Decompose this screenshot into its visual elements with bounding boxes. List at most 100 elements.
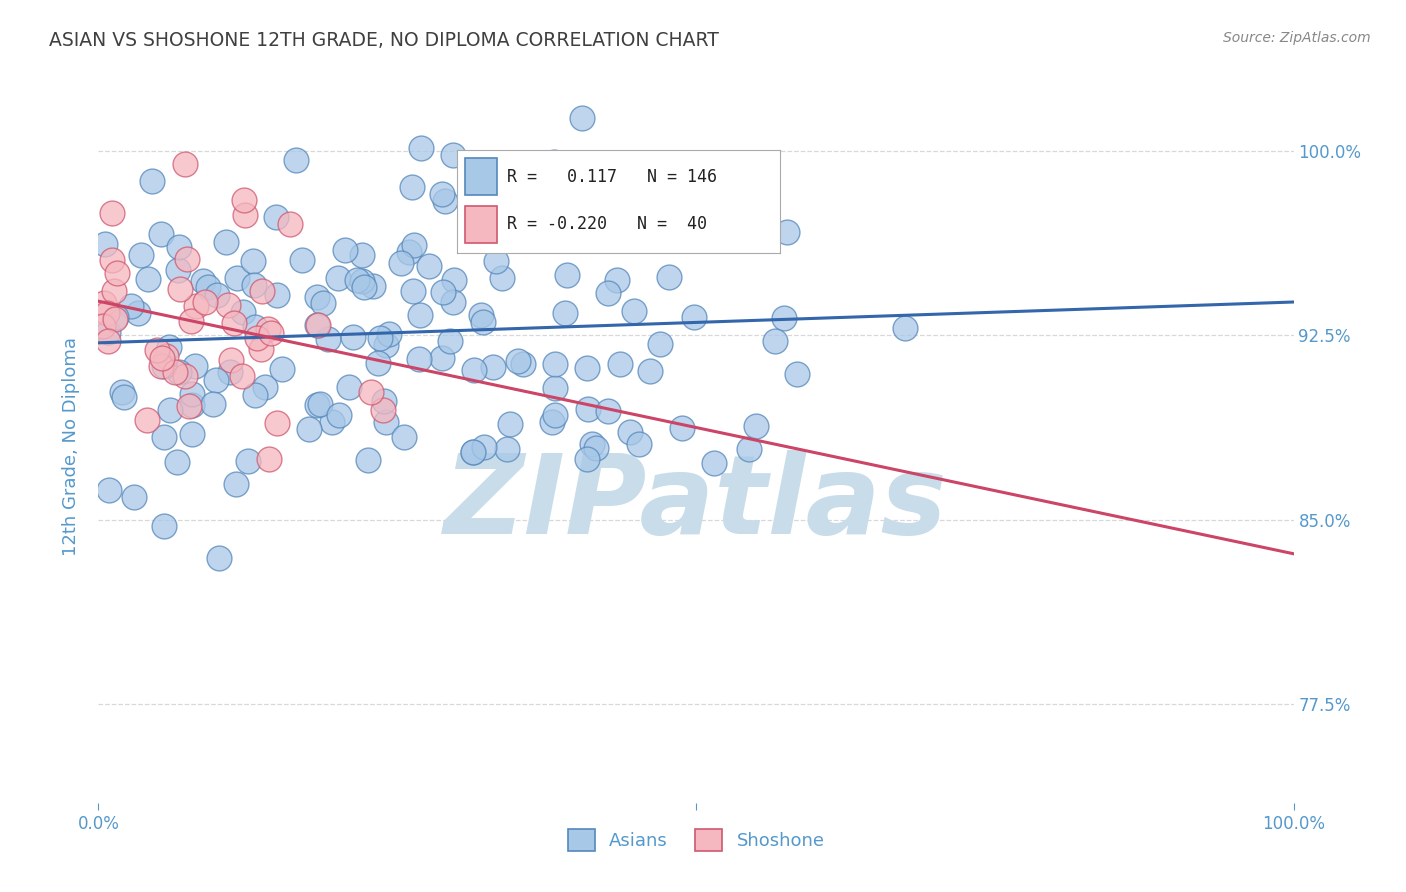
Point <box>98 483 121 497</box>
Point <box>181 427 204 442</box>
Point <box>512 179 534 194</box>
Point <box>499 417 522 432</box>
Point <box>104 311 127 326</box>
Point <box>623 304 645 318</box>
Point <box>439 334 461 348</box>
Text: Source: ZipAtlas.com: Source: ZipAtlas.com <box>1223 31 1371 45</box>
Point <box>205 288 228 302</box>
Point <box>150 351 173 366</box>
Point <box>558 181 581 195</box>
Point <box>307 318 329 332</box>
Point <box>243 277 266 292</box>
Point <box>342 330 364 344</box>
Point <box>432 351 454 366</box>
Point <box>307 398 329 412</box>
Point <box>191 275 214 289</box>
Point <box>150 359 173 374</box>
Point <box>219 365 242 379</box>
Point <box>441 147 464 161</box>
Point <box>326 271 349 285</box>
Point <box>298 422 321 436</box>
Point <box>197 280 219 294</box>
Point <box>894 321 917 335</box>
Point <box>409 141 432 155</box>
Point <box>219 352 242 367</box>
Point <box>373 393 395 408</box>
Point <box>246 330 269 344</box>
Point <box>242 254 264 268</box>
Point <box>544 408 567 422</box>
Point <box>512 357 534 371</box>
Point <box>541 415 564 429</box>
Point <box>352 274 374 288</box>
Point <box>226 271 249 285</box>
Point <box>596 286 619 301</box>
Point <box>103 285 125 299</box>
Point <box>337 380 360 394</box>
Point <box>482 360 505 375</box>
Point <box>136 272 159 286</box>
Point <box>494 230 516 244</box>
Point <box>100 206 122 220</box>
Point <box>392 430 415 444</box>
Point <box>150 227 173 241</box>
Point <box>135 413 157 427</box>
Point <box>257 452 280 467</box>
Point <box>111 384 134 399</box>
Point <box>471 315 494 329</box>
Point <box>543 155 565 169</box>
Point <box>361 278 384 293</box>
Point <box>648 336 671 351</box>
Point <box>167 239 190 253</box>
Point <box>375 338 398 352</box>
Point <box>763 334 786 348</box>
Text: R = -0.220   N =  40: R = -0.220 N = 40 <box>508 215 707 234</box>
Point <box>627 437 650 451</box>
Y-axis label: 12th Grade, No Diploma: 12th Grade, No Diploma <box>62 336 80 556</box>
Point <box>181 398 204 412</box>
Point <box>479 197 502 211</box>
Point <box>250 284 273 298</box>
Point <box>266 288 288 302</box>
Point <box>208 551 231 566</box>
Point <box>401 179 423 194</box>
Point <box>402 285 425 299</box>
Text: ASIAN VS SHOSHONE 12TH GRADE, NO DIPLOMA CORRELATION CHART: ASIAN VS SHOSHONE 12TH GRADE, NO DIPLOMA… <box>49 31 718 50</box>
Point <box>544 358 567 372</box>
Point <box>640 364 662 378</box>
Point <box>353 280 375 294</box>
Point <box>474 440 496 454</box>
Point <box>404 237 426 252</box>
Point <box>418 259 440 273</box>
Point <box>145 343 167 358</box>
Point <box>575 360 598 375</box>
Point <box>214 235 236 249</box>
Point <box>357 452 380 467</box>
Point <box>360 384 382 399</box>
Point <box>378 326 401 341</box>
Point <box>606 273 628 287</box>
Point <box>346 273 368 287</box>
Point <box>202 397 225 411</box>
Point <box>368 331 391 345</box>
Point <box>596 404 619 418</box>
Point <box>231 368 253 383</box>
Point <box>367 356 389 370</box>
Point <box>463 363 485 377</box>
Point <box>335 244 357 258</box>
Point <box>409 308 432 322</box>
Point <box>776 225 799 239</box>
Point <box>180 313 202 327</box>
Point <box>280 217 302 231</box>
Point <box>120 299 142 313</box>
Point <box>350 248 373 262</box>
Point <box>169 282 191 296</box>
Point <box>141 174 163 188</box>
Point <box>271 362 294 376</box>
Point <box>91 318 114 333</box>
Point <box>308 397 330 411</box>
FancyBboxPatch shape <box>465 158 498 195</box>
Point <box>461 445 484 459</box>
Point <box>609 357 631 371</box>
Point <box>702 163 724 178</box>
